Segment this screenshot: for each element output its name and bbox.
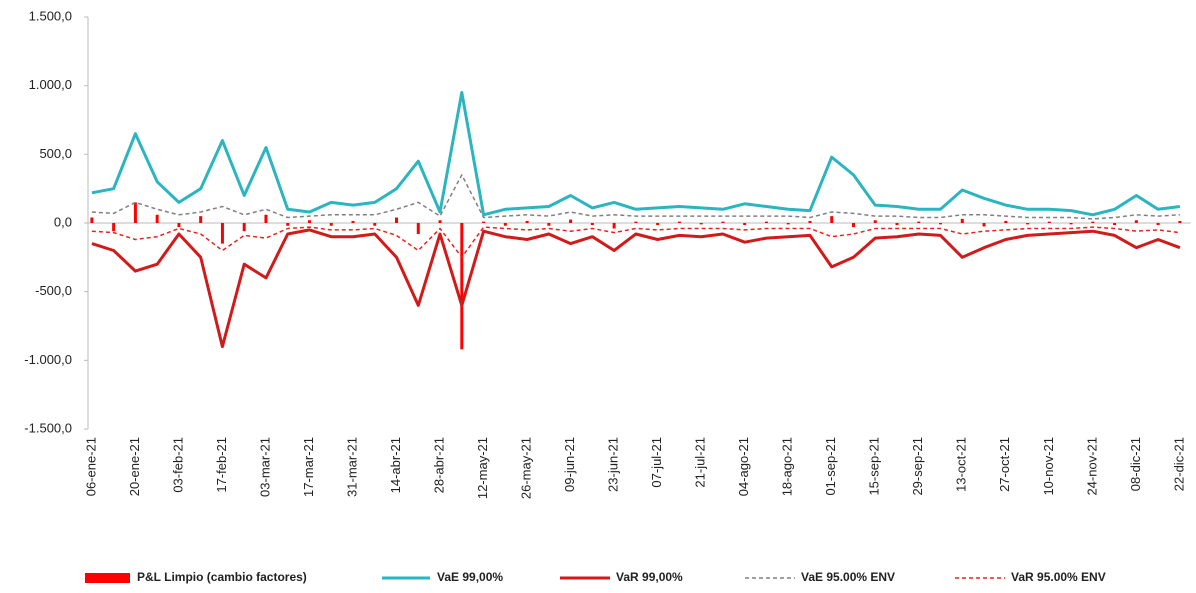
bar — [1047, 221, 1051, 223]
x-tick-label: 07-jul-21 — [649, 437, 664, 488]
bar — [1004, 220, 1008, 223]
bar — [830, 216, 834, 223]
x-tick-label: 03-mar-21 — [257, 437, 272, 497]
bar — [242, 223, 246, 232]
bar — [220, 223, 224, 244]
bar — [133, 202, 137, 223]
y-tick-label: -1.000,0 — [24, 352, 72, 367]
x-tick-label: 23-jun-21 — [606, 437, 621, 492]
x-tick-label: 26-may-21 — [519, 437, 534, 499]
bar — [851, 223, 855, 228]
bar — [112, 223, 116, 232]
legend-swatch — [85, 573, 130, 583]
legend-label: VaE 99,00% — [437, 570, 503, 584]
bar — [1026, 223, 1030, 225]
bar — [764, 221, 768, 223]
bar — [1178, 220, 1182, 223]
bar — [873, 220, 877, 223]
bar — [960, 218, 964, 223]
bar — [547, 223, 551, 226]
x-tick-label: 14-abr-21 — [388, 437, 403, 493]
bar — [721, 221, 725, 223]
bar — [264, 214, 268, 223]
bar — [460, 223, 464, 350]
bar — [982, 223, 986, 227]
x-tick-label: 21-jul-21 — [693, 437, 708, 488]
x-tick-label: 01-sep-21 — [823, 437, 838, 496]
bar — [786, 223, 790, 225]
x-tick-label: 31-mar-21 — [344, 437, 359, 497]
x-tick-label: 06-ene-21 — [83, 437, 98, 496]
bar — [743, 223, 747, 226]
x-tick-label: 04-ago-21 — [736, 437, 751, 496]
bar — [590, 223, 594, 226]
legend-label: VaR 99,00% — [616, 570, 683, 584]
bar — [699, 223, 703, 225]
x-tick-label: 08-dic-21 — [1128, 437, 1143, 491]
bar — [1134, 220, 1138, 223]
x-tick-label: 15-sep-21 — [867, 437, 882, 496]
x-tick-label: 18-ago-21 — [780, 437, 795, 496]
x-tick-label: 27-oct-21 — [997, 437, 1012, 492]
y-tick-label: 500,0 — [39, 146, 72, 161]
y-tick-label: -500,0 — [35, 283, 72, 298]
bar — [90, 217, 94, 223]
bar — [917, 221, 921, 223]
bar — [503, 223, 507, 226]
bar — [177, 223, 181, 228]
bar — [569, 219, 573, 223]
line-series — [91, 174, 1180, 220]
bar — [395, 217, 399, 223]
x-tick-label: 03-feb-21 — [170, 437, 185, 493]
bar — [482, 221, 486, 223]
x-tick-label: 10-nov-21 — [1041, 437, 1056, 496]
x-tick-label: 20-ene-21 — [127, 437, 142, 496]
bar — [1156, 223, 1160, 226]
bar — [656, 223, 660, 226]
y-tick-label: 1.000,0 — [29, 77, 72, 92]
x-tick-label: 29-sep-21 — [910, 437, 925, 496]
bar — [525, 220, 529, 223]
bar — [373, 223, 377, 226]
x-tick-label: 24-nov-21 — [1084, 437, 1099, 496]
x-tick-label: 28-abr-21 — [431, 437, 446, 493]
line-series — [91, 228, 1181, 349]
x-tick-label: 17-mar-21 — [301, 437, 316, 497]
line-series — [91, 91, 1181, 217]
bar — [612, 223, 616, 229]
bar — [1091, 221, 1095, 223]
bar — [634, 221, 638, 223]
bar — [895, 223, 899, 226]
bar — [329, 223, 333, 226]
bar — [351, 220, 355, 223]
line-series — [91, 226, 1180, 259]
x-tick-label: 09-jun-21 — [562, 437, 577, 492]
bar — [155, 214, 159, 223]
x-tick-label: 17-feb-21 — [214, 437, 229, 493]
legend-label: VaE 95.00% ENV — [801, 570, 895, 584]
bar — [416, 223, 420, 234]
bar — [1069, 223, 1073, 225]
bar — [939, 223, 943, 225]
bar — [808, 220, 812, 223]
y-tick-label: 1.500,0 — [29, 8, 72, 23]
legend-label: VaR 95.00% ENV — [1011, 570, 1106, 584]
x-tick-label: 12-may-21 — [475, 437, 490, 499]
legend-label: P&L Limpio (cambio factores) — [137, 570, 307, 584]
bar — [286, 223, 290, 226]
x-tick-label: 22-dic-21 — [1171, 437, 1186, 491]
bar — [199, 216, 203, 223]
x-tick-label: 13-oct-21 — [954, 437, 969, 492]
y-tick-label: 0,0 — [54, 214, 72, 229]
bar — [1113, 223, 1117, 226]
bar — [677, 221, 681, 223]
y-tick-label: -1.500,0 — [24, 420, 72, 435]
bar — [438, 220, 442, 223]
bar — [307, 220, 311, 223]
